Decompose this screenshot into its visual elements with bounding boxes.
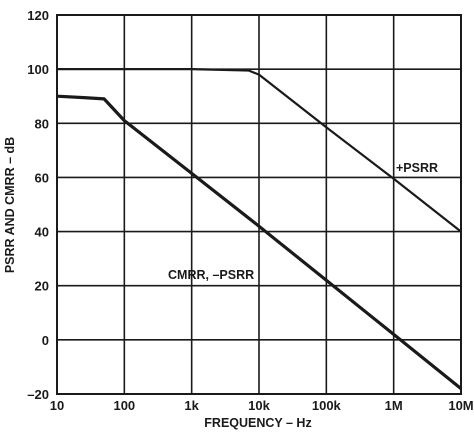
series-labels: +PSRR CMRR, –PSRR (168, 161, 438, 282)
x-axis-title: FREQUENCY – Hz (204, 416, 311, 430)
x-tick-labels: 10 100 1k 10k 100k 1M 10M (50, 398, 474, 413)
x-tick-label: 100 (113, 398, 135, 413)
y-tick-labels: –20 0 20 40 60 80 100 120 (27, 8, 49, 402)
y-tick-label: 0 (42, 333, 49, 348)
cmrr-psrr-minus-curve (56, 94, 463, 390)
plot-curves (56, 68, 463, 390)
plot-frame (56, 14, 462, 395)
y-tick-label: 40 (35, 225, 49, 240)
grid (57, 15, 461, 394)
x-tick-label: 10M (448, 398, 473, 413)
y-tick-label: 80 (35, 116, 49, 131)
y-tick-label: –20 (27, 387, 49, 402)
label-cmrr-psrr-minus: CMRR, –PSRR (168, 268, 254, 282)
label-psrr-plus: +PSRR (396, 161, 438, 175)
y-tick-label: 60 (35, 170, 49, 185)
x-tick-label: 1M (385, 398, 403, 413)
x-tick-label: 10 (50, 398, 64, 413)
y-axis-title: PSRR AND CMRR – dB (3, 137, 17, 273)
x-tick-label: 100k (312, 398, 342, 413)
y-tick-label: 20 (35, 279, 49, 294)
x-tick-label: 1k (184, 398, 199, 413)
y-tick-label: 100 (27, 62, 49, 77)
y-tick-label: 120 (27, 8, 49, 23)
psrr-plus-curve (57, 68, 462, 233)
x-tick-label: 10k (248, 398, 270, 413)
